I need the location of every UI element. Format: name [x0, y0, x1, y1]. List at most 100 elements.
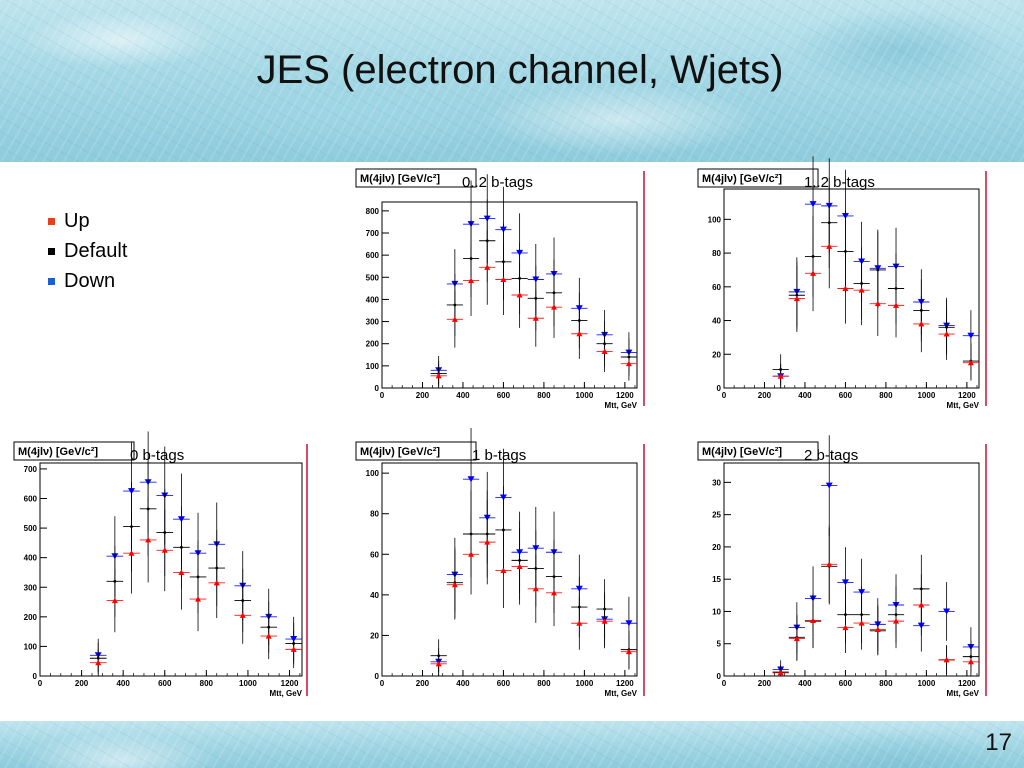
- panel-label: 0 b-tags: [130, 447, 184, 464]
- x-tick-label: 1000: [575, 679, 593, 688]
- legend-label-default: Default: [64, 240, 128, 262]
- data-point-default: [844, 249, 847, 253]
- data-point-up: [532, 315, 539, 321]
- data-point-up: [858, 287, 865, 293]
- x-tick-label: 200: [416, 391, 430, 400]
- x-tick-label: 600: [497, 391, 511, 400]
- y-tick-label: 20: [712, 350, 721, 359]
- data-point-up: [967, 658, 974, 665]
- data-point-up: [111, 597, 118, 604]
- y-tick-label: 0: [375, 384, 380, 393]
- x-tick-label: 800: [879, 391, 893, 400]
- x-tick-label: 1200: [958, 679, 976, 688]
- data-point-up: [918, 602, 925, 608]
- y-tick-label: 10: [712, 607, 721, 616]
- y-tick-label: 5: [717, 640, 722, 649]
- x-axis-label: Mtt, GeV: [605, 689, 638, 698]
- data-point-up: [943, 656, 950, 663]
- data-point-up: [842, 624, 849, 631]
- x-tick-label: 400: [116, 679, 130, 688]
- y-axis-label: M(4jlν) [GeV/c²]: [360, 446, 440, 458]
- x-tick-label: 1200: [281, 679, 299, 688]
- x-tick-label: 0: [722, 391, 727, 400]
- data-point-up: [484, 539, 491, 545]
- x-tick-label: 400: [798, 679, 812, 688]
- data-point-up: [435, 660, 442, 667]
- x-axis-label: Mtt, GeV: [947, 689, 980, 698]
- data-point-up: [793, 295, 800, 302]
- data-point-up: [128, 550, 135, 556]
- x-tick-label: 0: [38, 679, 43, 688]
- panel-label: 1..2 b-tags: [804, 174, 875, 191]
- panel-label: 2 b-tags: [804, 447, 858, 464]
- legend-label-up: Up: [64, 210, 90, 232]
- panel-label: 1 b-tags: [472, 447, 526, 464]
- data-point-up: [874, 300, 881, 307]
- x-tick-label: 600: [497, 679, 511, 688]
- x-tick-label: 1000: [917, 391, 935, 400]
- x-tick-label: 1200: [616, 391, 634, 400]
- data-point-up: [625, 360, 632, 367]
- data-point-up: [601, 348, 608, 354]
- data-point-up: [468, 277, 475, 284]
- y-tick-label: 15: [712, 575, 721, 584]
- y-axis-label: M(4jlν) [GeV/c²]: [702, 173, 782, 185]
- chart-canvas: [12, 444, 307, 696]
- data-point-up: [145, 536, 152, 543]
- data-point-up: [468, 551, 475, 557]
- y-tick-label: 300: [24, 583, 38, 592]
- data-point-up: [777, 373, 784, 379]
- data-point-up: [858, 620, 865, 626]
- y-tick-label: 400: [366, 295, 380, 304]
- y-tick-label: 0: [717, 384, 722, 393]
- data-point-up: [500, 567, 507, 574]
- x-tick-label: 600: [839, 391, 853, 400]
- legend-label-down: Down: [64, 270, 116, 292]
- y-tick-label: 100: [24, 642, 38, 651]
- data-point-up: [451, 581, 458, 588]
- x-tick-label: 1200: [616, 679, 634, 688]
- x-tick-label: 0: [380, 391, 385, 400]
- y-tick-label: 300: [366, 318, 380, 327]
- legend-item-default: Default: [48, 236, 127, 266]
- data-point-down: [943, 608, 951, 615]
- y-tick-label: 80: [712, 249, 721, 258]
- y-tick-label: 30: [712, 478, 721, 487]
- data-point-up: [451, 316, 458, 322]
- x-tick-label: 1200: [958, 391, 976, 400]
- x-axis-label: Mtt, GeV: [270, 689, 303, 698]
- data-point-up: [826, 561, 833, 567]
- data-point-up: [601, 618, 608, 624]
- data-point-up: [435, 372, 442, 379]
- legend-marker-down: [48, 277, 55, 285]
- y-tick-label: 700: [24, 465, 38, 474]
- data-point-up: [516, 292, 523, 298]
- legend-marker-default: [48, 247, 55, 255]
- ylabel-box: [697, 441, 819, 461]
- data-point-up: [500, 276, 507, 282]
- data-point-up: [874, 626, 881, 633]
- data-point-up: [290, 646, 297, 652]
- y-tick-label: 0: [717, 672, 722, 681]
- y-tick-label: 60: [370, 550, 379, 559]
- y-tick-label: 200: [24, 613, 38, 622]
- x-tick-label: 400: [798, 391, 812, 400]
- data-point-up: [532, 585, 539, 592]
- y-tick-label: 40: [370, 591, 379, 600]
- y-tick-label: 100: [366, 362, 380, 371]
- data-point-up: [265, 633, 272, 639]
- chart-canvas: [696, 444, 986, 696]
- page-number: 17: [985, 729, 1012, 756]
- data-point-down: [625, 620, 633, 627]
- x-tick-label: 1000: [575, 391, 593, 400]
- data-point-up: [161, 547, 168, 553]
- data-point-up: [793, 635, 800, 642]
- plot-frame: [381, 462, 638, 677]
- data-point-down: [809, 201, 817, 208]
- data-point-up: [810, 617, 817, 623]
- x-tick-label: 200: [416, 679, 430, 688]
- data-point-up: [826, 243, 833, 249]
- data-point-up: [810, 270, 817, 276]
- ylabel-box: [13, 441, 135, 461]
